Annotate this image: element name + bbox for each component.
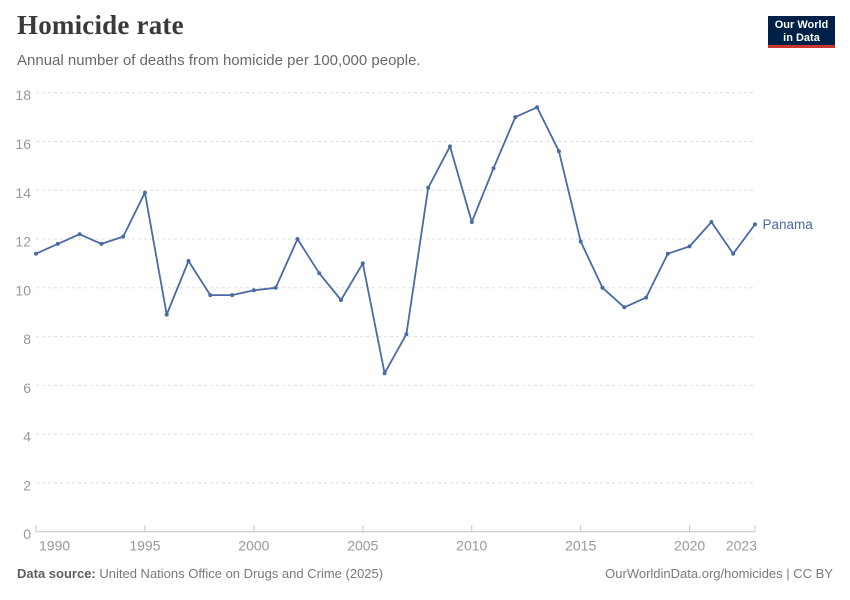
y-axis-label: 2 <box>23 477 31 493</box>
data-point[interactable] <box>77 232 82 237</box>
data-point[interactable] <box>469 220 474 224</box>
data-point[interactable] <box>99 241 104 246</box>
y-axis-label: 8 <box>23 331 31 347</box>
x-axis-label: 1995 <box>129 538 160 554</box>
data-point[interactable] <box>491 166 496 171</box>
y-axis-label: 18 <box>15 87 31 103</box>
footer-link[interactable]: OurWorldinData.org/homicides | CC BY <box>605 566 833 581</box>
data-point[interactable] <box>55 241 60 246</box>
y-axis-label: 10 <box>15 282 31 298</box>
y-axis-label: 0 <box>23 526 31 542</box>
y-axis-label: 12 <box>15 234 31 250</box>
data-source: Data source: United Nations Office on Dr… <box>17 566 383 581</box>
data-point[interactable] <box>295 237 300 241</box>
x-axis-label: 1990 <box>39 538 70 554</box>
x-axis-label: 2000 <box>238 538 269 554</box>
data-source-label: Data source: <box>17 566 96 581</box>
data-point[interactable] <box>186 259 191 263</box>
x-axis-label: 2005 <box>347 538 378 554</box>
data-point[interactable] <box>600 285 605 290</box>
data-point[interactable] <box>665 251 670 256</box>
data-point[interactable] <box>404 332 409 337</box>
data-point[interactable] <box>164 312 169 317</box>
owid-logo-line2: in Data <box>783 31 820 44</box>
data-point[interactable] <box>709 220 714 224</box>
data-point[interactable] <box>317 271 322 276</box>
data-point[interactable] <box>731 251 736 256</box>
chart-footer: Data source: United Nations Office on Dr… <box>17 566 833 581</box>
y-axis-label: 6 <box>23 380 31 396</box>
data-point[interactable] <box>753 222 757 227</box>
data-point[interactable] <box>644 295 649 300</box>
data-point[interactable] <box>142 190 147 195</box>
x-axis-label: 2020 <box>674 538 705 554</box>
x-axis-label: 2015 <box>565 538 596 554</box>
data-point[interactable] <box>622 305 627 310</box>
data-point[interactable] <box>251 288 256 293</box>
data-point[interactable] <box>121 234 126 239</box>
data-point[interactable] <box>382 371 387 376</box>
chart-subtitle: Annual number of deaths from homicide pe… <box>17 52 421 69</box>
x-axis-label: 2023 <box>726 538 757 554</box>
data-point[interactable] <box>578 239 583 244</box>
data-point[interactable] <box>208 293 213 298</box>
data-point[interactable] <box>34 251 38 256</box>
series-label-panama[interactable]: Panama <box>763 217 814 232</box>
x-axis-label: 2010 <box>456 538 487 554</box>
series-line-panama[interactable] <box>35 106 756 375</box>
data-point[interactable] <box>273 285 278 290</box>
data-point[interactable] <box>513 115 518 120</box>
data-point[interactable] <box>687 244 692 249</box>
chart-title: Homicide rate <box>17 10 184 40</box>
data-point[interactable] <box>360 261 365 266</box>
data-point[interactable] <box>535 105 540 110</box>
data-point[interactable] <box>339 298 343 302</box>
data-point[interactable] <box>448 144 452 149</box>
data-point[interactable] <box>556 149 561 154</box>
owid-logo-line1: Our World <box>774 19 829 31</box>
data-point[interactable] <box>426 185 431 190</box>
data-point[interactable] <box>230 293 235 298</box>
data-source-text: United Nations Office on Drugs and Crime… <box>95 566 384 581</box>
owid-logo[interactable]: Our World in Data <box>768 16 835 48</box>
y-axis-label: 4 <box>23 429 31 445</box>
y-axis-label: 16 <box>15 136 31 152</box>
y-axis-label: 14 <box>15 185 31 201</box>
